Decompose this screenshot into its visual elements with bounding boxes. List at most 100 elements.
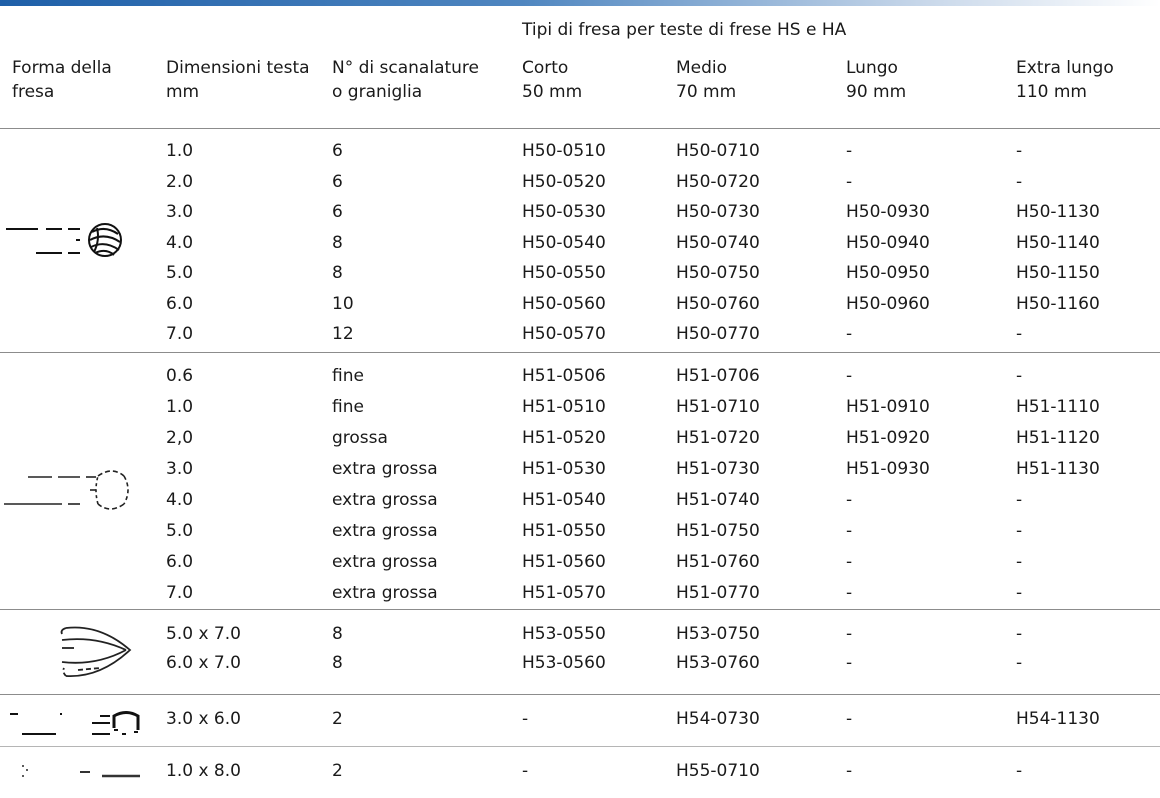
top-accent-bar — [0, 0, 1160, 6]
short-code-cell: H51-0506 — [522, 366, 606, 386]
grooves-cell: extra grossa — [332, 459, 438, 479]
long-code-cell: - — [846, 324, 853, 344]
cylindrical-cutter-icon — [10, 711, 140, 735]
medium-code-cell: H50-0720 — [676, 172, 760, 192]
grooves-cell: 6 — [332, 172, 343, 192]
long-code-cell: - — [846, 490, 853, 510]
size-cell: 4.0 — [166, 233, 194, 253]
extra-long-code-cell: - — [1016, 761, 1023, 781]
extra-long-code-cell: H51-1120 — [1016, 428, 1100, 448]
size-cell: 1.0 — [166, 397, 194, 417]
size-cell: 7.0 — [166, 583, 194, 603]
size-cell: 1.0 — [166, 141, 194, 161]
medium-code-cell: H53-0760 — [676, 653, 760, 673]
round-fluted-cutter-icon — [6, 223, 122, 257]
grooves-cell: 8 — [332, 653, 343, 673]
column-header-short: Corto 50 mm — [522, 58, 583, 102]
extra-long-code-cell: - — [1016, 521, 1023, 541]
long-code-cell: - — [846, 583, 853, 603]
long-code-cell: - — [846, 172, 853, 192]
extra-long-code-cell: H51-1110 — [1016, 397, 1100, 417]
long-code-cell: H50-0940 — [846, 233, 930, 253]
round-diamond-cutter-icon — [4, 470, 129, 510]
short-code-cell: - — [522, 761, 529, 781]
short-code-cell: H50-0540 — [522, 233, 606, 253]
size-cell: 3.0 — [166, 459, 194, 479]
size-cell: 2.0 — [166, 172, 194, 192]
long-code-cell: - — [846, 653, 853, 673]
drill-cutter-icon — [22, 765, 140, 778]
extra-long-code-cell: - — [1016, 141, 1023, 161]
medium-code-cell: H50-0730 — [676, 202, 760, 222]
medium-code-cell: H50-0740 — [676, 233, 760, 253]
short-code-cell: H50-0510 — [522, 141, 606, 161]
extra-long-code-cell: H51-1130 — [1016, 459, 1100, 479]
extra-long-code-cell: H50-1150 — [1016, 263, 1100, 283]
grooves-cell: 8 — [332, 624, 343, 644]
short-code-cell: H51-0560 — [522, 552, 606, 572]
extra-long-code-cell: H50-1130 — [1016, 202, 1100, 222]
extra-long-code-cell: H50-1140 — [1016, 233, 1100, 253]
medium-code-cell: H51-0760 — [676, 552, 760, 572]
extra-long-code-cell: - — [1016, 653, 1023, 673]
medium-code-cell: H51-0770 — [676, 583, 760, 603]
group-divider — [0, 352, 1160, 353]
size-cell: 5.0 — [166, 521, 194, 541]
extra-long-code-cell: - — [1016, 324, 1023, 344]
medium-code-cell: H50-0750 — [676, 263, 760, 283]
long-code-cell: H51-0930 — [846, 459, 930, 479]
grooves-cell: 2 — [332, 709, 343, 729]
extra-long-code-cell: - — [1016, 366, 1023, 386]
short-code-cell: H53-0560 — [522, 653, 606, 673]
short-code-cell: H51-0510 — [522, 397, 606, 417]
short-code-cell: H51-0540 — [522, 490, 606, 510]
grooves-cell: 6 — [332, 202, 343, 222]
medium-code-cell: H51-0740 — [676, 490, 760, 510]
grooves-cell: fine — [332, 397, 364, 417]
column-header-size: Dimensioni testa mm — [166, 58, 310, 102]
short-code-cell: - — [522, 709, 529, 729]
grooves-cell: 8 — [332, 263, 343, 283]
long-code-cell: - — [846, 141, 853, 161]
oval-cutter-icon — [60, 626, 132, 677]
size-cell: 3.0 x 6.0 — [166, 709, 241, 729]
short-code-cell: H50-0550 — [522, 263, 606, 283]
size-cell: 6.0 x 7.0 — [166, 653, 241, 673]
medium-code-cell: H51-0720 — [676, 428, 760, 448]
grooves-cell: 10 — [332, 294, 354, 314]
grooves-cell: 8 — [332, 233, 343, 253]
column-header-medium: Medio 70 mm — [676, 58, 737, 102]
size-cell: 6.0 — [166, 294, 194, 314]
group-divider — [0, 694, 1160, 695]
short-code-cell: H50-0570 — [522, 324, 606, 344]
grooves-cell: grossa — [332, 428, 388, 448]
grooves-cell: 12 — [332, 324, 354, 344]
size-cell: 2,0 — [166, 428, 194, 448]
size-cell: 5.0 — [166, 263, 194, 283]
short-code-cell: H51-0550 — [522, 521, 606, 541]
extra-long-code-cell: - — [1016, 624, 1023, 644]
long-code-cell: - — [846, 761, 853, 781]
medium-code-cell: H50-0710 — [676, 141, 760, 161]
extra-long-code-cell: - — [1016, 552, 1023, 572]
extra-long-code-cell: - — [1016, 583, 1023, 603]
size-cell: 4.0 — [166, 490, 194, 510]
grooves-cell: extra grossa — [332, 490, 438, 510]
size-cell: 5.0 x 7.0 — [166, 624, 241, 644]
short-code-cell: H50-0520 — [522, 172, 606, 192]
grooves-cell: fine — [332, 366, 364, 386]
medium-code-cell: H54-0730 — [676, 709, 760, 729]
medium-code-cell: H50-0760 — [676, 294, 760, 314]
size-cell: 7.0 — [166, 324, 194, 344]
size-cell: 6.0 — [166, 552, 194, 572]
extra-long-code-cell: - — [1016, 172, 1023, 192]
header-divider — [0, 128, 1160, 129]
column-header-shape: Forma della fresa — [12, 58, 112, 102]
group-divider — [0, 609, 1160, 610]
long-code-cell: H51-0920 — [846, 428, 930, 448]
column-header-long: Lungo 90 mm — [846, 58, 907, 102]
medium-code-cell: H55-0710 — [676, 761, 760, 781]
extra-long-code-cell: H54-1130 — [1016, 709, 1100, 729]
medium-code-cell: H53-0750 — [676, 624, 760, 644]
short-code-cell: H50-0530 — [522, 202, 606, 222]
